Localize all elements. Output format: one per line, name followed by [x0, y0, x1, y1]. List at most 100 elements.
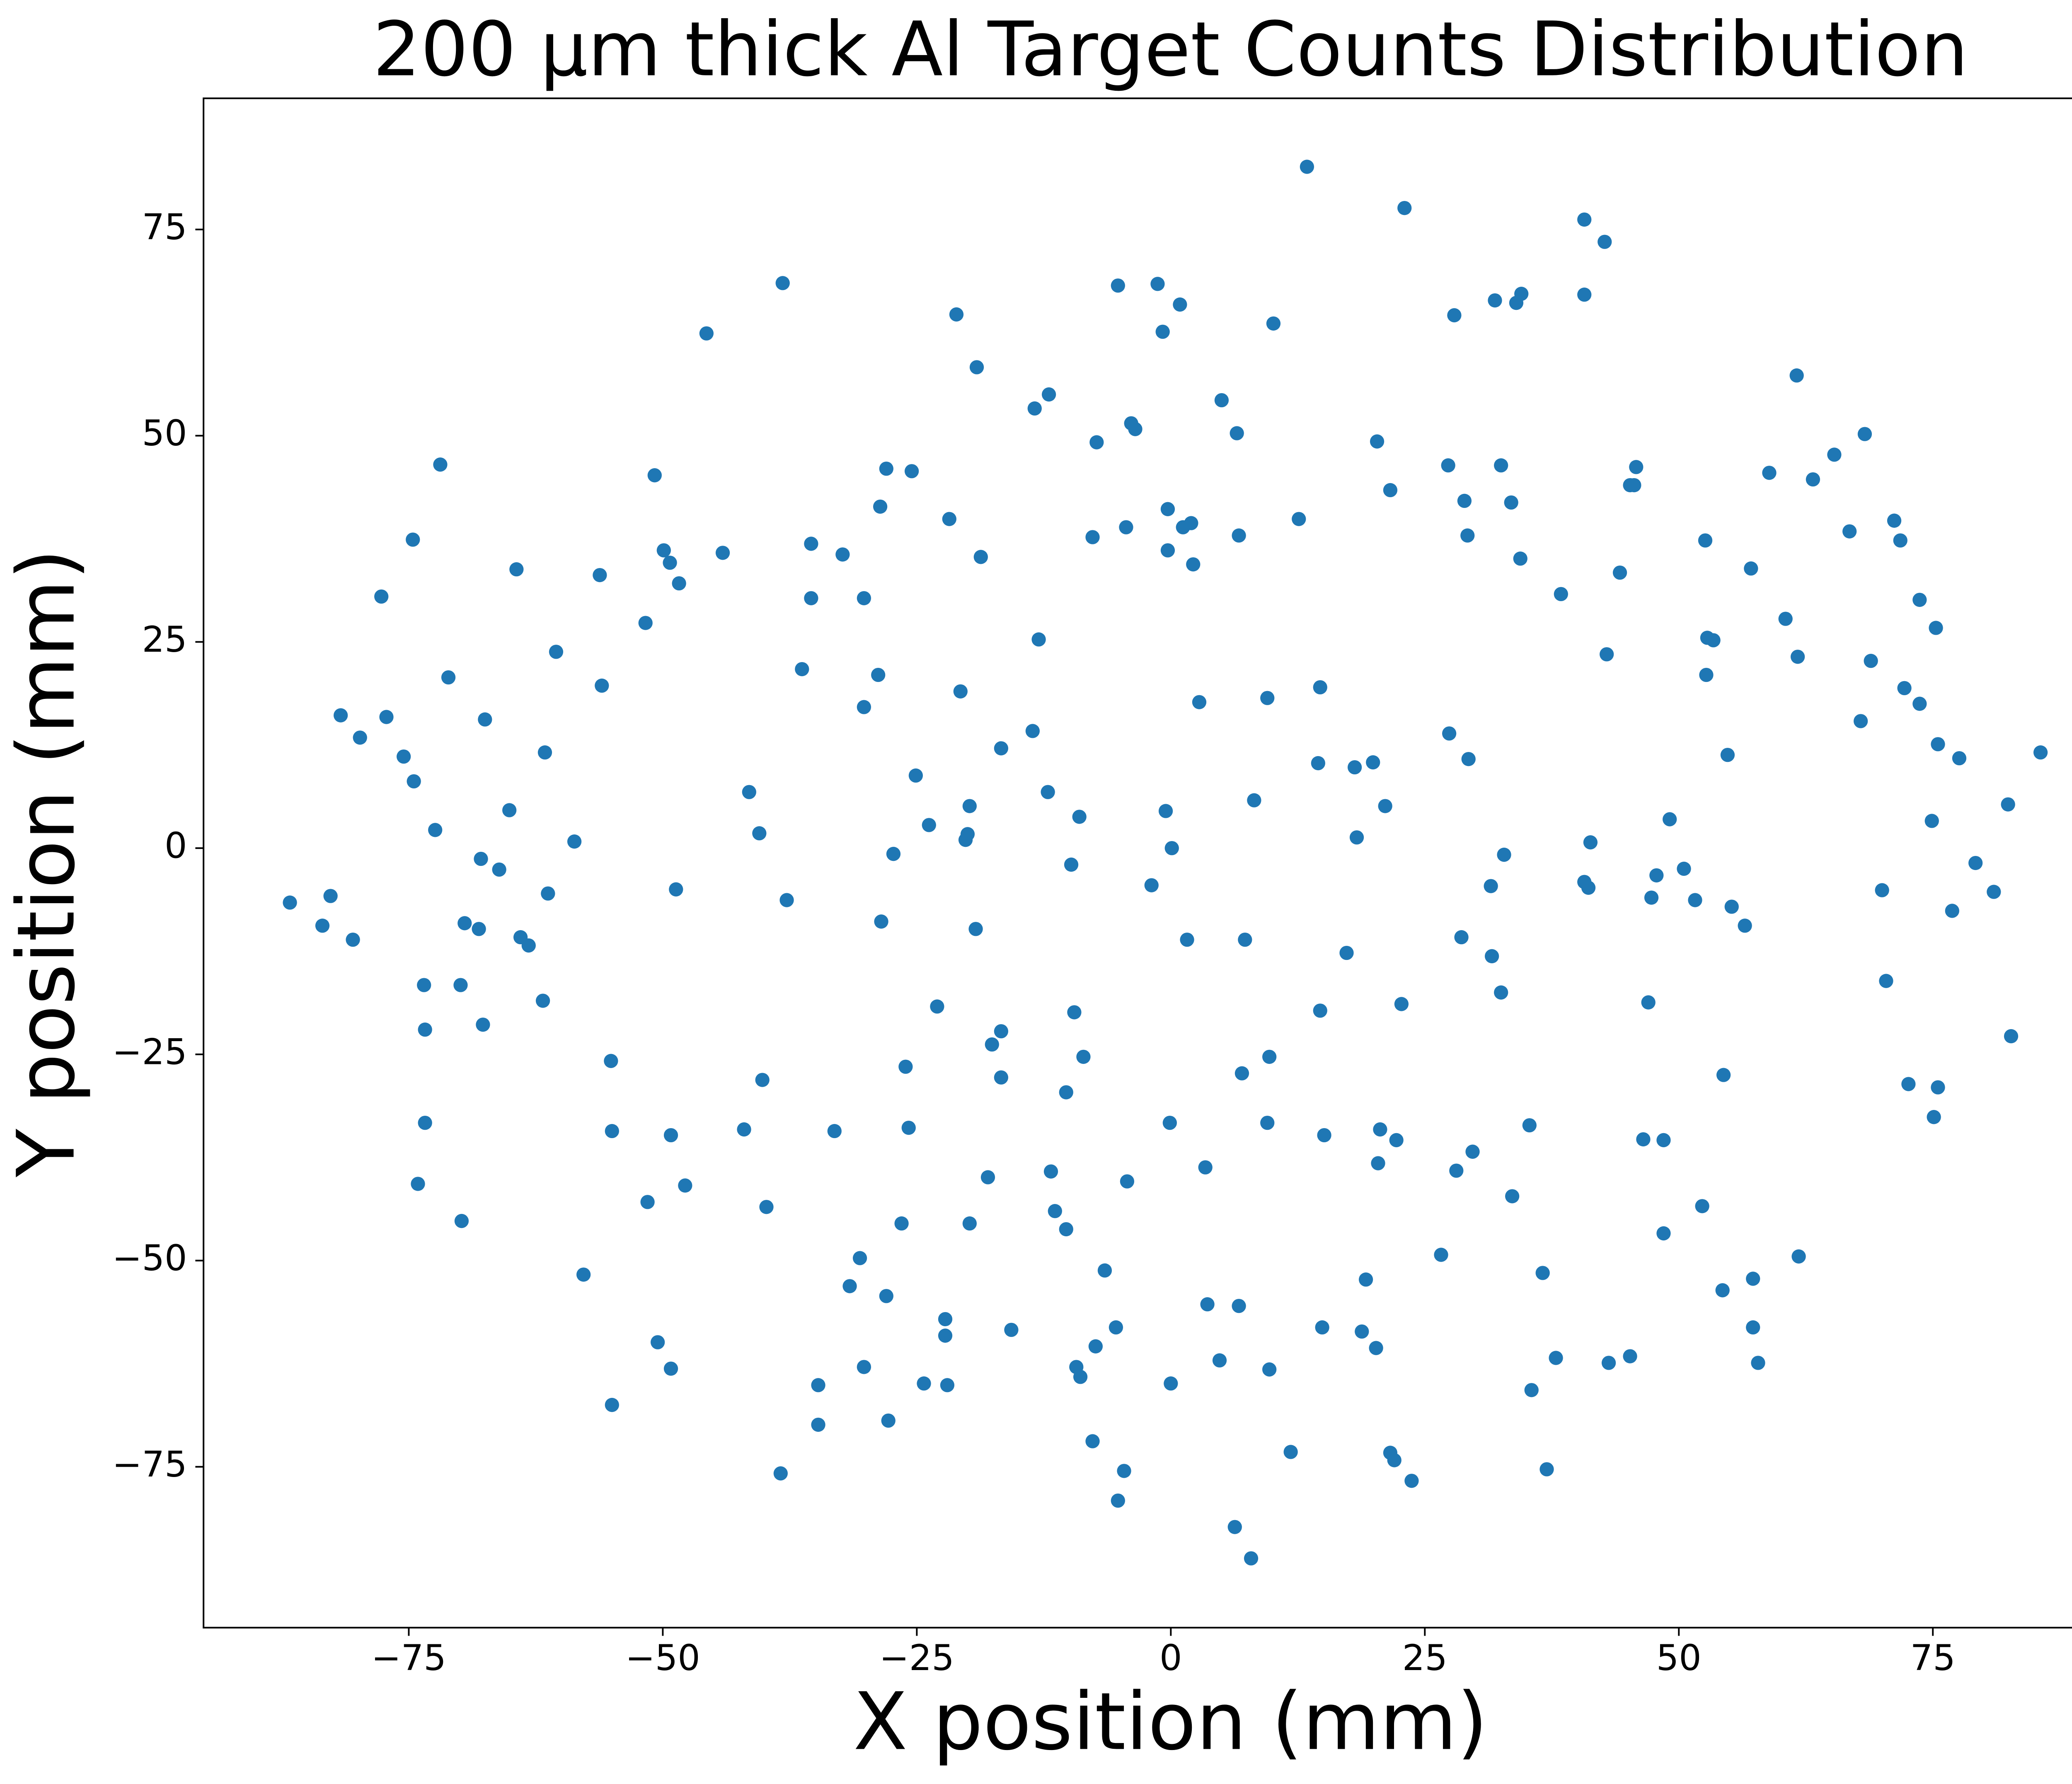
point	[502, 803, 517, 817]
y-axis-label: Y position (mm)	[1, 549, 93, 1178]
point	[1067, 1005, 1082, 1020]
point	[1160, 543, 1175, 558]
point	[454, 1214, 469, 1228]
point	[1369, 1341, 1383, 1355]
point	[353, 730, 367, 745]
point	[1283, 1445, 1298, 1459]
point	[1076, 1049, 1091, 1064]
point	[567, 834, 582, 849]
point	[1484, 879, 1498, 893]
point	[1465, 1144, 1480, 1159]
point	[1931, 737, 1945, 752]
point	[315, 919, 330, 933]
plot-frame	[203, 97, 2072, 1629]
point	[752, 826, 767, 841]
point	[1004, 1322, 1019, 1337]
point	[433, 457, 448, 472]
point	[1524, 1383, 1539, 1397]
point	[1441, 458, 1455, 473]
point	[1539, 1462, 1554, 1477]
y-tick-label: −50	[112, 1238, 187, 1279]
point	[1636, 1132, 1651, 1147]
point	[1641, 995, 1656, 1010]
point	[1887, 513, 1902, 528]
point	[1370, 434, 1385, 449]
point	[1656, 1133, 1671, 1148]
point	[1349, 830, 1364, 845]
x-axis-label: X position (mm)	[853, 1676, 1488, 1768]
point	[1088, 1339, 1103, 1354]
point	[1313, 680, 1327, 695]
point	[857, 591, 871, 605]
point	[1347, 760, 1362, 775]
point	[1073, 1370, 1088, 1384]
point	[804, 537, 818, 551]
point	[1901, 1077, 1916, 1091]
point	[1644, 890, 1659, 905]
point	[1738, 919, 1752, 933]
point	[871, 667, 886, 682]
point	[949, 307, 964, 322]
point	[1577, 212, 1592, 227]
point	[842, 1279, 857, 1293]
point	[411, 1177, 425, 1191]
y-tick-label: 25	[142, 619, 187, 660]
point	[1247, 793, 1261, 807]
point	[1164, 1376, 1178, 1391]
point	[1238, 932, 1252, 947]
point	[1260, 1115, 1275, 1130]
point	[879, 1289, 893, 1303]
point	[1912, 696, 1927, 711]
point	[1461, 752, 1476, 766]
point	[962, 799, 977, 813]
point	[1875, 883, 1889, 897]
point	[1059, 1222, 1073, 1237]
point	[417, 978, 431, 992]
point	[656, 543, 671, 558]
y-tick-label: −75	[112, 1444, 187, 1485]
point	[852, 1251, 867, 1265]
point	[940, 1378, 955, 1392]
point	[755, 1073, 770, 1087]
point	[604, 1054, 618, 1068]
point	[1623, 1349, 1637, 1363]
point	[1535, 1266, 1550, 1280]
point	[1128, 422, 1143, 436]
point	[1924, 814, 1939, 828]
point	[478, 712, 492, 727]
point	[1173, 297, 1187, 312]
point	[1358, 1272, 1373, 1287]
point	[886, 846, 901, 861]
point	[1212, 1353, 1227, 1368]
point	[669, 882, 683, 897]
point	[699, 326, 714, 341]
point	[1724, 899, 1739, 914]
point	[775, 276, 790, 290]
x-tick-label: −75	[371, 1637, 446, 1679]
point	[1214, 393, 1229, 408]
point	[323, 889, 338, 903]
point	[663, 1361, 678, 1376]
point	[418, 1115, 432, 1130]
point	[795, 662, 809, 677]
point	[605, 1124, 619, 1139]
point	[379, 710, 394, 724]
point	[874, 914, 888, 929]
point	[346, 932, 360, 947]
x-tick-label: 50	[1656, 1637, 1702, 1679]
point	[1897, 681, 1912, 696]
point	[1394, 997, 1409, 1011]
point	[1311, 756, 1325, 771]
point	[1494, 985, 1508, 1000]
point	[1292, 512, 1306, 526]
point	[672, 576, 686, 591]
point	[1864, 654, 1878, 668]
point	[1583, 835, 1598, 850]
point	[406, 532, 420, 547]
point	[1945, 904, 1959, 918]
point	[397, 749, 411, 764]
point	[549, 645, 564, 659]
